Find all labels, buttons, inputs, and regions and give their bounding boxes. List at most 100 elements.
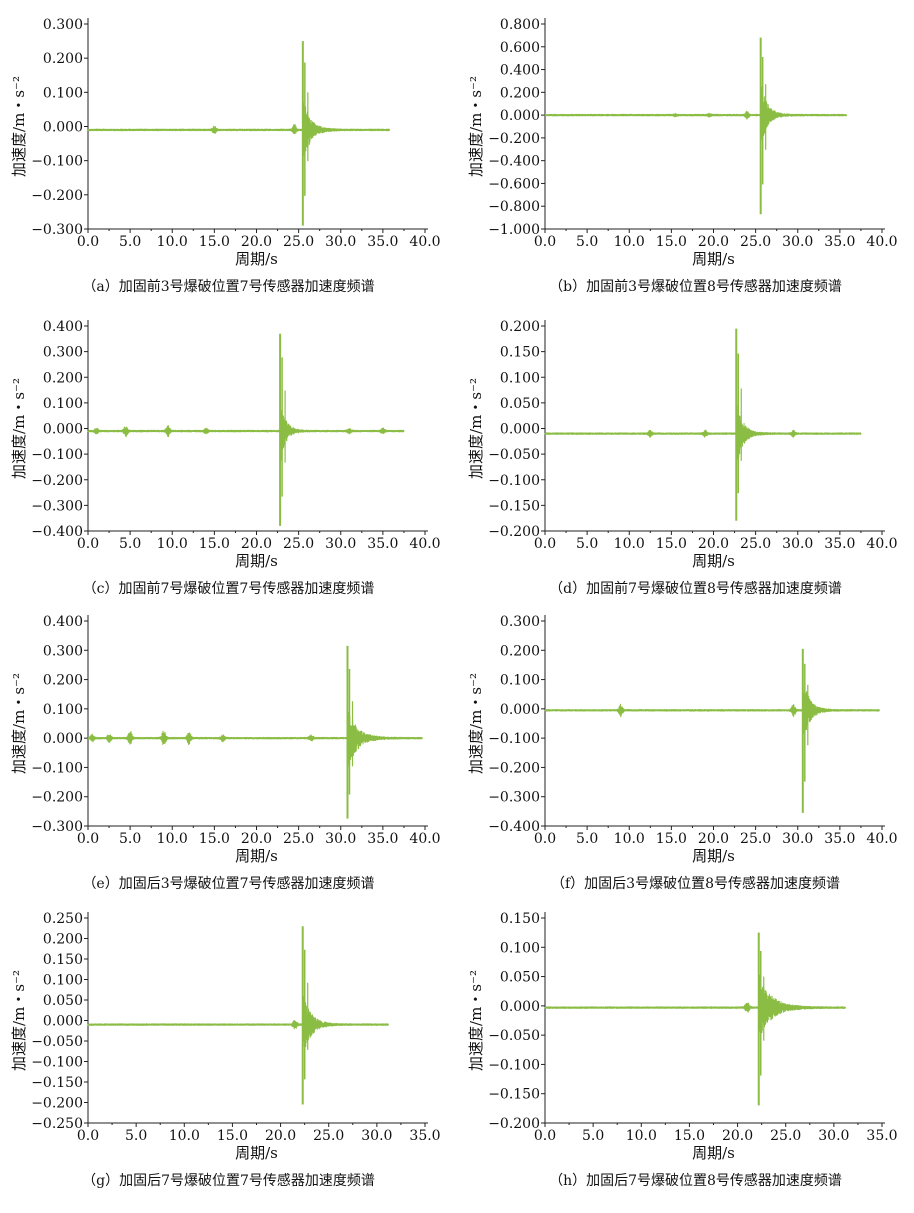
y-tick-label: −0.200 [31,1096,83,1112]
x-tick-label: 5.0 [576,831,598,847]
y-tick-label: 0.100 [43,85,83,101]
y-tick-label: −0.100 [31,1055,83,1071]
x-tick-label: 35.0 [824,234,855,250]
y-tick-label: −0.300 [31,819,83,835]
y-tick-label: 0.200 [43,370,83,386]
y-tick-label: 0.800 [500,17,540,33]
x-tick-label: 15.0 [656,234,687,250]
y-axis-label: 加速度/m・s⁻² [10,673,28,774]
x-tick-label: 20.0 [265,1128,296,1144]
signal-trace [87,993,389,1052]
x-tick-label: 5.0 [119,536,141,552]
x-tick-label: 35.0 [824,831,855,847]
y-tick-label: 0.150 [500,345,540,361]
y-tick-label: −0.400 [488,819,540,835]
signal-trace [544,678,880,735]
y-tick-label: 0.200 [500,643,540,659]
y-tick-label: 0.100 [43,396,83,412]
x-tick-label: 0.0 [534,536,556,552]
y-tick-label: 0.200 [500,85,540,101]
y-tick-label: 0.200 [500,319,540,335]
y-tick-label: 0.000 [43,120,83,136]
chart-panel-e: −0.300 −0.200 −0.100 0.000 0.100 0.200 0.300 0.… [0,597,457,893]
x-tick-label: 20.0 [698,536,729,552]
y-tick-label: −0.200 [31,473,83,489]
y-axis-label: 加速度/m・s⁻² [467,76,485,177]
chart-b: −1.000 −0.800 −0.600 −0.400 −0.200 0.000 0.200… [467,17,898,268]
y-axis-label: 加速度/m・s⁻² [467,970,485,1071]
x-axis-label: 周期/s [692,847,735,865]
signal-trace [544,85,848,144]
y-tick-label: −0.100 [31,154,83,170]
y-tick-label: −0.400 [31,524,83,540]
y-tick-label: 0.400 [43,614,83,630]
x-tick-label: 30.0 [782,831,813,847]
x-tick-label: 20.0 [722,1128,753,1144]
y-tick-label: −0.300 [31,498,83,514]
x-tick-label: 10.0 [157,234,188,250]
chart-panel-f: −0.400 −0.300 −0.200 −0.100 0.000 0.100 0.200 0… [457,597,914,893]
y-tick-label: −0.200 [488,1116,540,1132]
x-tick-label: 30.0 [325,831,356,847]
y-tick-label: −0.100 [488,731,540,747]
y-tick-label: 0.100 [43,973,83,989]
x-tick-label: 15.0 [656,536,687,552]
y-tick-label: 0.150 [500,911,540,927]
y-tick-label: −0.150 [488,498,540,514]
x-tick-label: 5.0 [119,831,141,847]
x-tick-label: 30.0 [782,234,813,250]
x-tick-label: 25.0 [740,831,771,847]
y-tick-label: −0.100 [488,473,540,489]
x-tick-label: 0.0 [534,1128,556,1144]
y-tick-label: 0.050 [43,993,83,1009]
chart-panel-b: −1.000 −0.800 −0.600 −0.400 −0.200 0.000 0.200… [457,0,914,296]
x-tick-label: 20.0 [241,536,272,552]
x-tick-label: 25.0 [740,536,771,552]
caption-e: （e）加固后3号爆破位置7号传感器加速度频谱 [82,876,375,892]
y-tick-label: 0.000 [43,1014,83,1030]
x-axis-label: 周期/s [235,1144,278,1162]
y-tick-label: −0.100 [31,447,83,463]
x-tick-label: 15.0 [199,536,230,552]
y-tick-label: −0.300 [31,222,83,238]
x-tick-label: 15.0 [199,234,230,250]
x-tick-label: 40.0 [409,234,440,250]
signal-trace [87,397,405,461]
x-tick-label: 35.0 [367,536,398,552]
y-tick-label: −0.800 [488,199,540,215]
x-tick-label: 30.0 [325,234,356,250]
y-axis-label: 加速度/m・s⁻² [467,673,485,774]
y-tick-label: −0.200 [488,131,540,147]
y-tick-label: −0.250 [31,1116,83,1132]
y-tick-label: 0.050 [500,970,540,986]
x-tick-label: 40.0 [866,234,897,250]
x-tick-label: 20.0 [698,234,729,250]
x-tick-label: 5.0 [119,234,141,250]
caption-a: （a）加固前3号爆破位置7号传感器加速度频谱 [82,279,375,295]
signal-trace [87,711,423,768]
x-tick-label: 35.0 [409,1128,440,1144]
x-tick-label: 10.0 [614,536,645,552]
y-tick-label: 0.300 [500,614,540,630]
y-tick-label: 0.300 [43,643,83,659]
x-tick-label: 15.0 [199,831,230,847]
x-tick-label: 40.0 [866,831,897,847]
y-axis-label: 加速度/m・s⁻² [10,970,28,1071]
x-tick-label: 0.0 [77,536,99,552]
x-tick-label: 10.0 [157,831,188,847]
x-tick-label: 15.0 [656,831,687,847]
chart-a: −0.300 −0.200 −0.100 0.000 0.100 0.200 0.300 0.… [10,17,441,268]
x-tick-label: 0.0 [534,234,556,250]
y-tick-label: 0.100 [43,702,83,718]
caption-h: （h）加固后7号爆破位置8号传感器加速度频谱 [549,1173,842,1189]
y-tick-label: −0.100 [31,760,83,776]
x-axis-label: 周期/s [235,552,278,570]
x-tick-label: 10.0 [614,234,645,250]
chart-f: −0.400 −0.300 −0.200 −0.100 0.000 0.100 0.200 0… [467,614,898,865]
y-tick-label: 0.100 [500,370,540,386]
x-axis-label: 周期/s [692,1144,735,1162]
chart-c: −0.400 −0.300 −0.200 −0.100 0.000 0.100 0.200 0… [10,319,441,570]
chart-d: −0.200 −0.150 −0.100 −0.050 0.000 0.050 0.100 0… [467,319,898,570]
y-tick-label: 0.050 [500,396,540,412]
caption-b: （b）加固前3号爆破位置8号传感器加速度频谱 [549,279,842,295]
